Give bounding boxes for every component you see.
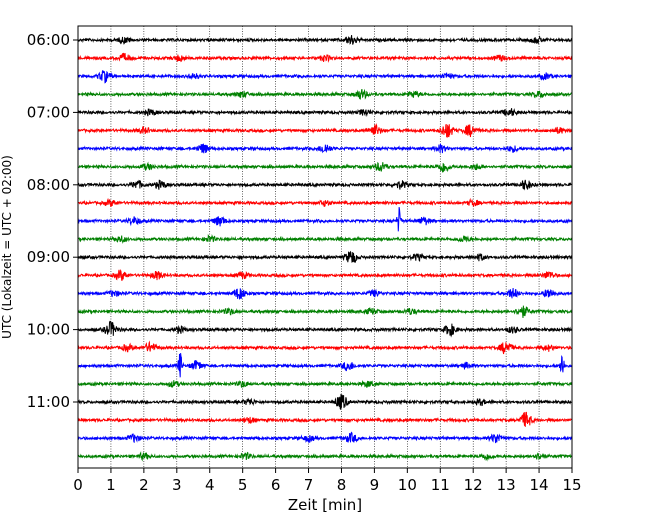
y-tick-label: 08:00 (27, 176, 70, 194)
y-axis: 06:00 07:00 08:00 09:00 10:00 11:00 (27, 31, 78, 411)
x-tick-label: 8 (337, 476, 347, 494)
x-tick-label: 1 (106, 476, 116, 494)
trace-0945 (77, 305, 573, 319)
trace-0700 (77, 108, 573, 118)
trace-0645 (77, 88, 573, 100)
trace-1015 (77, 340, 573, 355)
trace-0730 (77, 143, 573, 154)
trace-1130 (77, 431, 573, 444)
trace-0715 (77, 123, 573, 139)
trace-0600 (77, 35, 573, 45)
y-tick-label: 09:00 (27, 248, 70, 266)
trace-0615 (77, 52, 573, 63)
x-tick-label: 7 (304, 476, 314, 494)
x-tick-label: 0 (73, 476, 83, 494)
x-tick-label: 2 (139, 476, 149, 494)
trace-1045 (77, 380, 573, 389)
trace-0630 (77, 70, 573, 84)
trace-0915 (77, 268, 573, 281)
x-tick-label: 3 (172, 476, 182, 494)
x-axis-label: Zeit [min] (288, 496, 362, 514)
trace-0900 (77, 250, 573, 263)
trace-1000 (77, 320, 573, 338)
trace-0830 (77, 207, 573, 232)
seismic-traces (77, 35, 573, 462)
x-tick-label: 12 (464, 476, 483, 494)
trace-0745 (77, 161, 573, 173)
x-tick-label: 14 (530, 476, 549, 494)
x-tick-label: 6 (271, 476, 281, 494)
y-tick-label: 10:00 (27, 321, 70, 339)
trace-0930 (77, 287, 573, 300)
x-axis: 0 1 2 3 4 5 6 7 8 9 10 11 12 13 14 15 (73, 468, 582, 494)
trace-0845 (77, 233, 573, 244)
y-tick-label: 06:00 (27, 31, 70, 49)
trace-0800 (77, 179, 573, 191)
plot-frame (77, 25, 573, 469)
x-tick-label: 10 (398, 476, 417, 494)
y-tick-label: 11:00 (27, 393, 70, 411)
trace-1100 (77, 393, 573, 410)
x-tick-label: 11 (431, 476, 450, 494)
x-tick-label: 15 (562, 476, 581, 494)
x-tick-label: 5 (238, 476, 248, 494)
x-tick-label: 9 (370, 476, 380, 494)
trace-0815 (77, 197, 573, 207)
trace-1115 (77, 411, 573, 427)
x-tick-label: 13 (497, 476, 516, 494)
trace-1145 (77, 451, 573, 462)
x-tick-label: 4 (205, 476, 215, 494)
y-tick-label: 07:00 (27, 103, 70, 121)
y-axis-label: UTC (Lokalzeit = UTC + 02:00) (0, 155, 14, 339)
trace-1030 (77, 353, 573, 378)
plot-background (78, 26, 572, 468)
